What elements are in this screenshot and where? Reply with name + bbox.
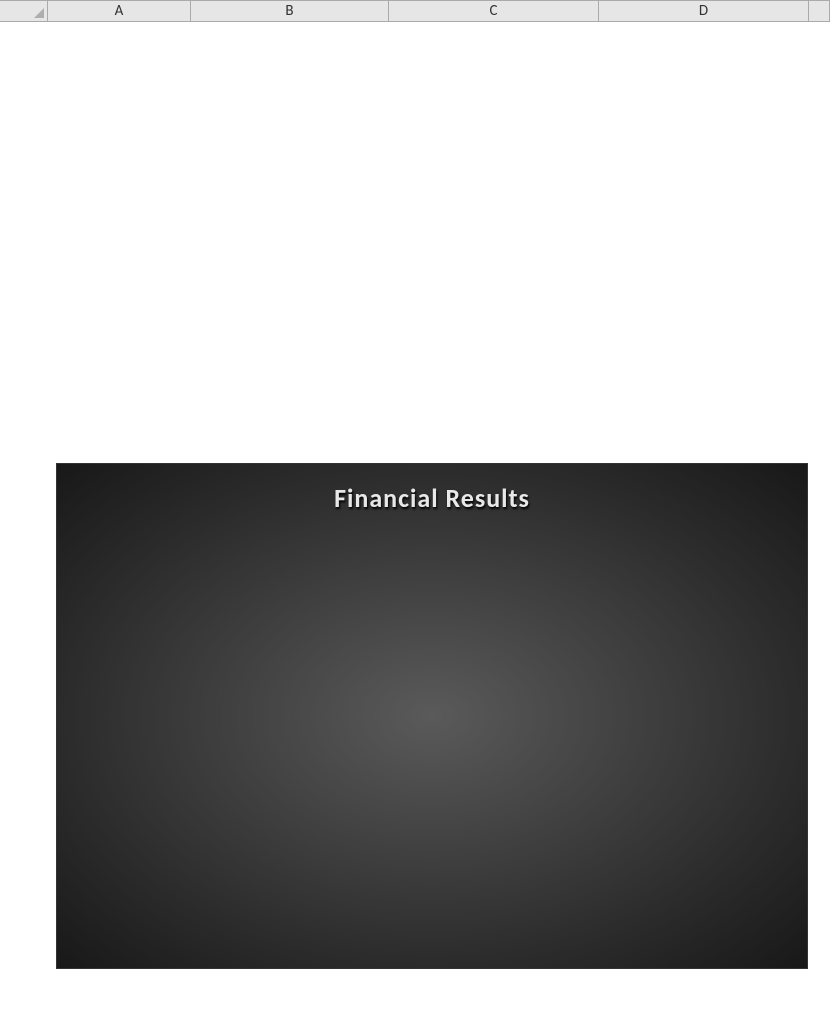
select-all-corner[interactable] [0, 0, 48, 22]
chart-title: Financial Results [57, 464, 807, 514]
col-header-d[interactable]: D [599, 0, 809, 22]
col-header-edge [809, 0, 830, 22]
chart-plot [135, 534, 735, 878]
chart[interactable]: Financial Results [56, 463, 808, 969]
col-header-c[interactable]: C [389, 0, 599, 22]
chart-svg [135, 534, 735, 878]
col-header-b[interactable]: B [191, 0, 389, 22]
col-header-a[interactable]: A [48, 0, 191, 22]
